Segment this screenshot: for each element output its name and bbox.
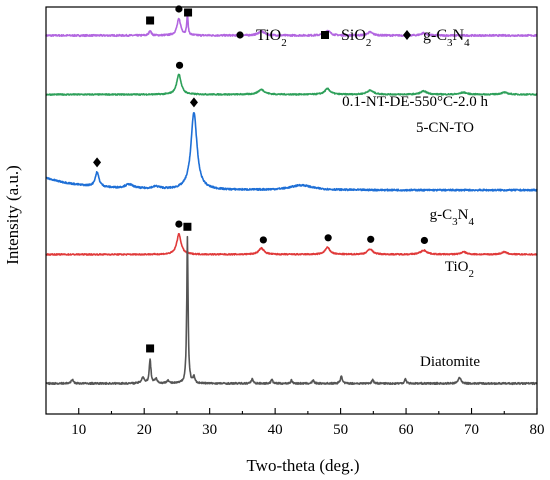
peak-marker-circle	[324, 234, 332, 242]
peak-marker-circle	[367, 235, 375, 243]
series-line-3	[45, 233, 538, 256]
legend-entry-0: TiO2	[256, 27, 287, 49]
legend-marker-square	[321, 31, 329, 39]
x-axis-title: Two-theta (deg.)	[246, 456, 359, 475]
peak-marker-circle	[259, 236, 267, 244]
legend: TiO2 SiO2 g-C3N4	[236, 27, 470, 49]
series-line-4	[45, 235, 538, 386]
plot-frame	[45, 6, 538, 415]
legend-marker-circle	[236, 31, 244, 39]
series-labels: 0.1-NT-DE-550°C-2.0 h 5-CN-TO g-C3N4 TiO2 Di…	[342, 94, 488, 370]
peak-marker-square	[146, 16, 155, 25]
x-tick-label: 20	[137, 422, 152, 438]
peak-marker-diamond	[189, 97, 198, 108]
legend-entry-1: SiO2	[341, 27, 371, 49]
x-tick-label: 80	[530, 422, 545, 438]
series-label-4: Diatomite	[420, 354, 480, 370]
x-tick-label: 10	[71, 422, 86, 438]
y-axis-title: Intensity (a.u.)	[3, 165, 22, 265]
series-line-0	[45, 13, 538, 38]
peak-marker-square	[183, 222, 192, 231]
series-label-2: g-C3N4	[430, 207, 475, 228]
series-label-0: 0.1-NT-DE-550°C-2.0 h	[342, 94, 488, 110]
series-label-1: 5-CN-TO	[416, 120, 474, 136]
legend-entry-2: g-C3N4	[423, 27, 470, 49]
peak-marker-circle	[175, 61, 184, 69]
markers-layer	[93, 5, 428, 353]
peak-marker-circle	[420, 236, 428, 245]
axes: 10 20 30 40 50 60 70 80	[45, 6, 545, 438]
series-line-1	[45, 73, 538, 96]
peak-marker-square	[184, 8, 193, 17]
legend-marker-diamond	[403, 30, 411, 40]
x-tick-label: 40	[268, 422, 283, 438]
peak-marker-square	[146, 344, 155, 353]
x-tick-label: 50	[333, 422, 348, 438]
series-layer	[45, 13, 538, 386]
x-tick-label: 70	[464, 422, 479, 438]
x-tick-label: 60	[399, 422, 414, 438]
x-tick-label: 30	[202, 422, 217, 438]
peak-marker-circle	[175, 220, 183, 228]
series-label-3: TiO2	[445, 259, 474, 280]
series-line-2	[45, 112, 538, 192]
peak-marker-diamond	[93, 157, 102, 168]
